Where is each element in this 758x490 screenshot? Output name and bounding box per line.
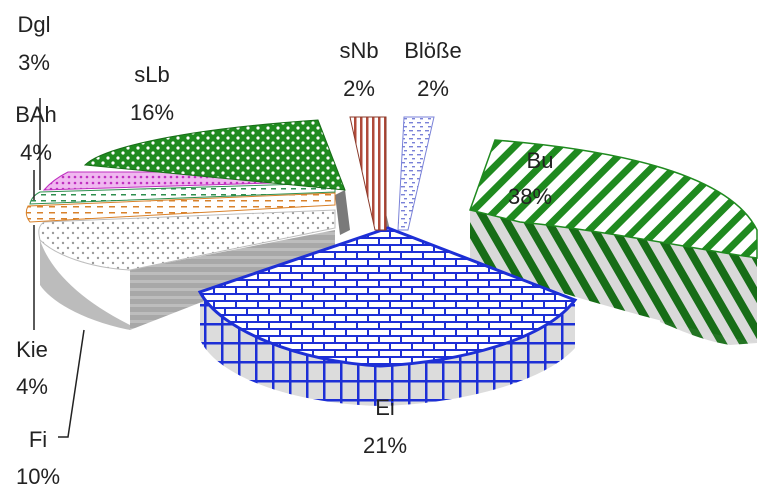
label-blosse-pct: 2% bbox=[417, 76, 449, 101]
label-fi-pct: 10% bbox=[16, 464, 60, 489]
slice-bu-outer-side bbox=[660, 250, 757, 345]
pie-side-walls bbox=[40, 117, 757, 406]
label-snb-pct: 2% bbox=[343, 76, 375, 101]
label-slb-pct: 16% bbox=[130, 100, 174, 125]
label-snb-name: sNb bbox=[339, 38, 378, 63]
slice-fi-front-side bbox=[40, 240, 130, 330]
slice-blosse bbox=[397, 116, 435, 231]
label-blosse-name: Blöße bbox=[404, 38, 461, 63]
leader-fi bbox=[58, 329, 85, 438]
label-bu-pct: 38% bbox=[508, 184, 552, 209]
slice-kie bbox=[25, 192, 336, 223]
label-dgl-pct: 3% bbox=[18, 50, 50, 75]
pie-slices bbox=[25, 116, 758, 368]
label-ei-name: Ei bbox=[375, 395, 395, 420]
slice-bu bbox=[469, 139, 758, 259]
slice-ei bbox=[197, 226, 578, 368]
label-slb-name: sLb bbox=[134, 62, 169, 87]
leader-lines bbox=[33, 98, 85, 438]
slice-fi bbox=[38, 209, 336, 271]
label-kie-name: Kie bbox=[16, 337, 48, 362]
label-bu-name: Bu bbox=[527, 148, 554, 173]
label-fi-name: Fi bbox=[29, 427, 47, 452]
label-ei-pct: 21% bbox=[363, 433, 407, 458]
label-kie-pct: 4% bbox=[16, 374, 48, 399]
label-bah-name: BAh bbox=[15, 102, 57, 127]
label-dgl-name: Dgl bbox=[17, 12, 50, 37]
label-bah-pct: 4% bbox=[20, 140, 52, 165]
slice-snb bbox=[349, 116, 387, 231]
slice-ei-side bbox=[200, 292, 575, 406]
slice-slb-side bbox=[335, 190, 350, 235]
slice-slb bbox=[83, 119, 346, 191]
